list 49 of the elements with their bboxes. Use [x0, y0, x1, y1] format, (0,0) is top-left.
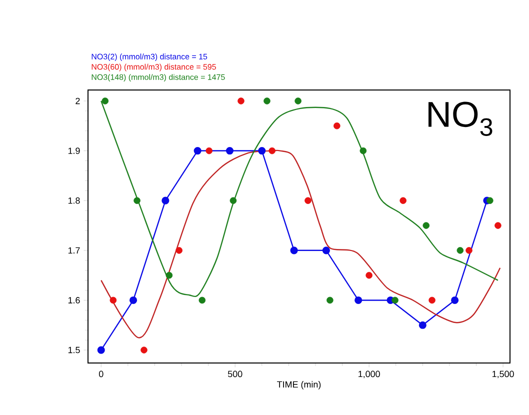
point — [294, 98, 302, 104]
annotation: NO$_{3}$ — [428, 102, 492, 136]
point — [334, 122, 340, 130]
point — [102, 98, 109, 104]
point — [110, 296, 117, 304]
point — [494, 222, 502, 229]
point — [451, 296, 459, 304]
y-tick-label: 1.9 — [68, 148, 80, 154]
point — [326, 296, 334, 304]
y-tick-label: 1.8 — [68, 197, 80, 204]
point — [238, 98, 244, 104]
y-tick-label: 1.6 — [68, 297, 80, 304]
point — [97, 346, 105, 354]
point — [198, 296, 206, 304]
x-tick-label: 1,000 — [358, 370, 380, 378]
point — [140, 346, 148, 354]
point — [206, 147, 212, 154]
point — [129, 296, 138, 304]
y-tick-label: 2 — [76, 98, 80, 104]
x-axis-title: TIME (min) — [277, 381, 321, 390]
point — [354, 296, 362, 304]
point — [400, 197, 406, 204]
x-tick-label: 0 — [98, 370, 104, 378]
point — [194, 146, 202, 155]
y-tick-label: 1.7 — [68, 247, 80, 254]
x-tick-label: 500 — [228, 370, 242, 378]
point — [162, 196, 170, 204]
point — [392, 296, 398, 304]
point — [304, 197, 312, 204]
point — [418, 321, 426, 329]
point — [268, 147, 276, 154]
point — [486, 197, 494, 204]
point — [428, 296, 436, 304]
point — [264, 98, 270, 104]
point — [230, 197, 237, 204]
point — [366, 272, 372, 279]
x-tick-label: 1,500 — [492, 370, 514, 378]
point — [166, 272, 173, 279]
point — [322, 246, 330, 254]
point — [226, 146, 234, 155]
point — [456, 247, 464, 254]
point — [134, 197, 140, 204]
point — [466, 247, 472, 254]
point — [290, 246, 298, 254]
y-tick-label: 1.5 — [68, 346, 80, 354]
point — [422, 222, 430, 229]
point — [258, 146, 266, 155]
point — [360, 147, 367, 154]
point — [176, 247, 182, 254]
